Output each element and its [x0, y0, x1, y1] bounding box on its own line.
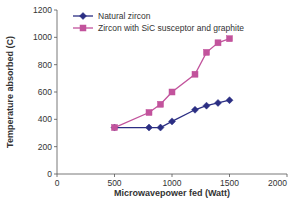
- x-axis-title: Microwavepower fed (Watt): [114, 188, 230, 198]
- data-point: [227, 36, 233, 42]
- data-point: [169, 118, 176, 125]
- data-point: [215, 99, 222, 106]
- y-tick-label: 1200: [33, 5, 52, 15]
- series-line: [115, 39, 230, 128]
- chart-svg: 0 200 400 600 800 1000 1200 0 500 1000 1500 2000 Mic…: [0, 0, 300, 200]
- x-tick-label: 1500: [220, 178, 239, 188]
- legend: Natural zircon Zircon with SiC susceptor …: [73, 11, 244, 33]
- y-tick: [54, 10, 57, 11]
- y-tick: [54, 174, 57, 175]
- y-tick-label: 200: [38, 142, 52, 152]
- data-point: [215, 40, 221, 46]
- x-tick-label: 2000: [268, 178, 287, 188]
- y-tick-label: 400: [38, 114, 52, 124]
- y-tick-label: 800: [38, 60, 52, 70]
- x-tick-label: 500: [107, 178, 121, 188]
- legend-label: Natural zircon: [98, 11, 151, 21]
- data-point: [111, 124, 118, 131]
- y-tick-label: 1000: [33, 32, 52, 42]
- y-tick-label: 600: [38, 87, 52, 97]
- data-point: [192, 106, 199, 113]
- chart-root: 0 200 400 600 800 1000 1200 0 500 1000 1500 2000 Mic…: [0, 0, 300, 200]
- y-tick: [54, 119, 57, 120]
- x-tick: [172, 174, 173, 177]
- legend-marker: [80, 25, 86, 31]
- data-point: [146, 110, 152, 116]
- y-tick: [54, 64, 57, 65]
- legend-marker: [80, 13, 87, 20]
- data-point: [157, 124, 164, 131]
- legend-label: Zircon with SiC susceptor and graphite: [98, 23, 244, 33]
- series-line: [115, 100, 230, 127]
- x-tick: [229, 174, 230, 177]
- y-tick-label: 0: [47, 169, 52, 179]
- data-point: [158, 101, 164, 107]
- y-tick: [54, 92, 57, 93]
- data-point: [226, 97, 233, 104]
- data-point: [204, 49, 210, 55]
- x-tick-label: 0: [55, 178, 60, 188]
- x-tick: [57, 174, 58, 177]
- y-tick: [54, 37, 57, 38]
- x-tick: [287, 174, 288, 177]
- data-point: [192, 71, 198, 77]
- data-point: [112, 125, 118, 131]
- y-axis-title: Temperature absorbed (C): [5, 36, 15, 148]
- data-point: [146, 124, 153, 131]
- y-tick: [54, 146, 57, 147]
- plot-area: [111, 36, 233, 131]
- x-tick: [114, 174, 115, 177]
- data-point: [203, 102, 210, 109]
- x-tick-label: 1000: [163, 178, 182, 188]
- data-point: [169, 89, 175, 95]
